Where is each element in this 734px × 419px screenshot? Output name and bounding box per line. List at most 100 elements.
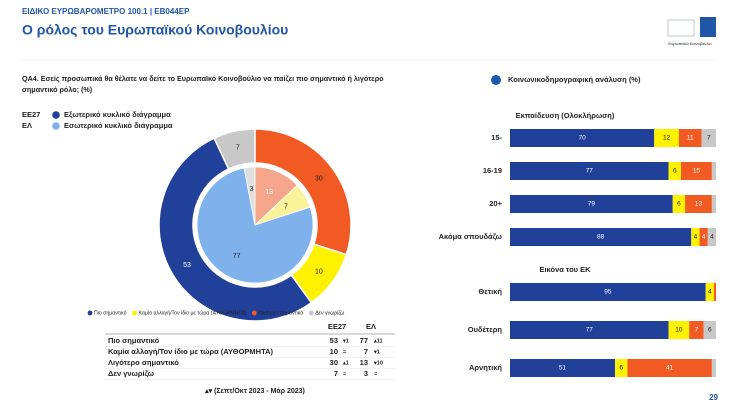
- bar-segment: [705, 283, 714, 301]
- table-cell: 13: [360, 358, 368, 367]
- table-cell: =: [343, 349, 346, 355]
- bar-label: 70: [578, 135, 586, 142]
- table-cell: =: [374, 371, 377, 377]
- table-header: ΕΕ27: [328, 322, 346, 331]
- bar-segment: [699, 228, 708, 246]
- table-cell: ▾1: [342, 338, 349, 344]
- bar-label: 12: [663, 135, 671, 142]
- greek-flag: [491, 75, 501, 85]
- bar-label: 77: [586, 327, 594, 334]
- table-cell: 3: [364, 369, 368, 378]
- bar-segment: [668, 162, 681, 180]
- bar-segment: [711, 162, 716, 180]
- bar-segment: [510, 162, 669, 180]
- section-title: Εκπαίδευση (Ολοκλήρωση): [516, 111, 615, 120]
- category-label: 15-: [491, 133, 502, 142]
- table-cell: 53: [330, 336, 338, 345]
- category-label: Ουδέτερη: [468, 325, 503, 334]
- bar-segment: [510, 321, 669, 339]
- table-cell: ▾1: [373, 349, 380, 355]
- pie-slice: [254, 184, 311, 226]
- bar-segment: [654, 129, 679, 147]
- table-cell: 30: [330, 358, 338, 367]
- legend-label: Δεν γνωρίζω: [315, 310, 344, 316]
- bar-segment: [510, 129, 655, 147]
- legend-label: Πιο σημαντικό: [94, 309, 127, 316]
- bar-segment: [685, 195, 712, 213]
- question: QA4. Εσείς προσωπικά θα θέλατε να δείτε …: [22, 74, 384, 94]
- bar-segment: [615, 359, 628, 377]
- eu-flag: [700, 17, 716, 37]
- logo-icon: [667, 19, 695, 37]
- slice-label: 7: [284, 204, 288, 211]
- bar-segment: [691, 228, 700, 246]
- slice-label: 13: [265, 189, 273, 196]
- legend-swatch: [132, 310, 137, 316]
- bar-segment: [627, 359, 712, 377]
- bar-label: 10: [675, 327, 683, 334]
- bar-label: 6: [673, 168, 677, 175]
- legend-swatch: [251, 310, 257, 316]
- bar-segment: [510, 228, 692, 246]
- bar-label: 15: [693, 168, 701, 175]
- bar-segment: [510, 359, 616, 377]
- table-cell: 7: [364, 347, 368, 356]
- logo-text: Ευρωπαϊκό Κοινοβούλιο: [668, 41, 712, 46]
- table-cell: 7: [334, 369, 338, 378]
- table-cell: =: [343, 371, 346, 377]
- bar-segment: [703, 321, 716, 339]
- bar-label: 4: [702, 234, 706, 241]
- analysis-title: Κοινωνικοδημογραφική ανάλυση (%): [508, 75, 641, 84]
- category-label: Ακόμα σπουδάζω: [439, 232, 503, 241]
- pie-slice: [158, 137, 313, 322]
- bar-segment: [711, 195, 716, 213]
- ring-name: ΕΛ: [22, 121, 32, 130]
- ring-icon: [52, 122, 60, 130]
- bar-segment: [711, 359, 716, 377]
- pie-slice: [290, 243, 348, 304]
- bar-label: 6: [619, 365, 623, 372]
- ring-icon: [52, 111, 60, 119]
- category-label: Αρνητική: [469, 363, 502, 372]
- slice-label: 53: [183, 262, 191, 269]
- bar-segment: [713, 283, 716, 301]
- bar-label: 88: [597, 234, 605, 241]
- category-label: Θετική: [478, 287, 502, 296]
- ring-description: Εξωτερικό κυκλικό διάγραμμα: [64, 110, 171, 119]
- bar-label: 11: [687, 135, 694, 142]
- legend-label: Λιγότερο σημαντικό: [258, 309, 303, 316]
- bar-segment: [689, 321, 704, 339]
- bar-segment: [668, 321, 690, 339]
- pie-slice: [254, 128, 352, 256]
- legend-swatch: [308, 310, 314, 316]
- bar-label: 79: [588, 201, 596, 208]
- bar-label: 7: [695, 327, 699, 334]
- bar-label: 7: [707, 135, 711, 142]
- kicker: ΕΙΔΙΚΟ ΕΥΡΩΒΑΡΟΜΕΤΡΟ 100.1 | EB044EP: [22, 7, 190, 16]
- page-number: 29: [709, 393, 718, 402]
- bar-segment: [672, 195, 686, 213]
- ring-name: ΕΕ27: [22, 110, 40, 119]
- category-label: 20+: [489, 199, 502, 208]
- bar-label: 95: [604, 289, 612, 296]
- footnote: ▴▾ (Σεπτ/Οκτ 2023 - Μάρ 2023): [204, 388, 305, 395]
- bar-label: 4: [710, 234, 714, 241]
- table-cell: ▴1: [342, 360, 349, 366]
- bar-label: 4: [694, 234, 698, 241]
- table-cell: 77: [360, 336, 368, 345]
- ring-description: Εσωτερικό κυκλικό διάγραμμα: [64, 121, 173, 130]
- legend-label: Καμία αλλαγή/Τον ίδιο με τώρα (ΑΥΘΟΡΜΗΤΑ…: [139, 309, 247, 316]
- slice-label: 30: [315, 175, 323, 182]
- table-header: ΕΛ: [366, 322, 376, 331]
- slice-label: 77: [233, 253, 241, 260]
- row-label: Καμία αλλαγή/Τον ίδιο με τώρα (ΑΥΘΟΡΜΗΤΑ…: [108, 347, 274, 356]
- bar-label: 13: [695, 201, 703, 208]
- bar-segment: [510, 283, 706, 301]
- slice-label: 10: [315, 268, 323, 275]
- bar-label: 77: [586, 168, 594, 175]
- table-cell: ▾10: [373, 360, 383, 366]
- bar-label: 51: [559, 365, 567, 372]
- row-label: Λιγότερο σημαντικό: [108, 358, 179, 367]
- table-cell: 10: [330, 347, 338, 356]
